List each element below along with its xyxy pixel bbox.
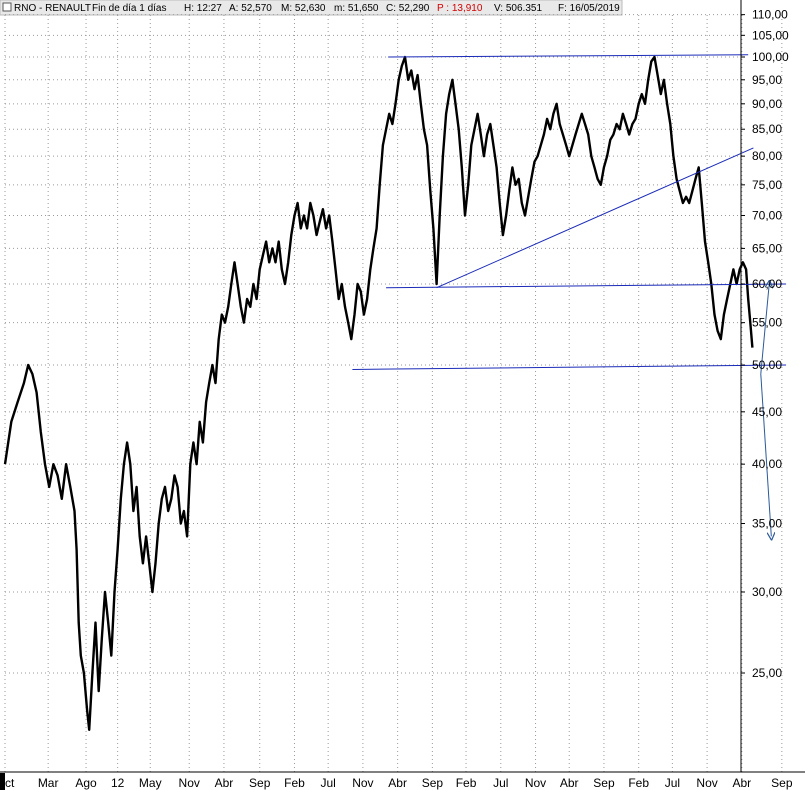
x-tick-label: 12 [111, 776, 125, 790]
neckline-trendline [386, 283, 787, 289]
x-tick-label: Jul [493, 776, 508, 790]
x-tick-label: Jul [665, 776, 680, 790]
y-tick-label: 95,00 [752, 73, 782, 87]
x-tick-label: Sep [249, 776, 271, 790]
y-tick-label: 25,00 [752, 666, 782, 680]
y-axis-labels: 110,00 105,00 100,00 95,00 90,00 85,00 80,00 75… [741, 8, 789, 680]
x-tick-label: Abr [215, 776, 234, 790]
axis-corner-marker [0, 773, 5, 790]
y-tick-label: 40,00 [752, 457, 782, 471]
target-arrow-down [760, 373, 772, 536]
y-tick-label: 50,00 [752, 358, 782, 372]
y-tick-label: 35,00 [752, 516, 782, 530]
x-tick-label: Sep [593, 776, 615, 790]
x-axis-labels: Oct Mar Ago 12 May Nov Abr Sep Feb Jul Nov Abr Sep Fe… [0, 776, 793, 790]
period-label: Fin de día 1 días [92, 3, 167, 14]
price-line [3, 55, 754, 731]
x-tick-label: Sep [422, 776, 444, 790]
y-tick-label: 100,00 [752, 50, 789, 64]
date-label: F: 16/05/2019 [558, 3, 620, 14]
high-label: M: 52,630 [281, 3, 326, 14]
annotations [352, 54, 787, 537]
hour-label: H: 12:27 [184, 3, 222, 14]
uptrend-trendline [436, 147, 754, 289]
x-tick-label: Feb [284, 776, 305, 790]
x-tick-label: Nov [525, 776, 546, 790]
y-tick-label: 75,00 [752, 178, 782, 192]
y-tick-label: 60,00 [752, 277, 782, 291]
x-tick-label: Abr [560, 776, 579, 790]
symbol-label: RNO - RENAULT [14, 3, 91, 14]
x-tick-label: Nov [179, 776, 200, 790]
y-tick-label: 110,00 [752, 8, 788, 22]
y-tick-label: 90,00 [752, 97, 782, 111]
x-tick-label: Abr [388, 776, 407, 790]
target-arrow-up [760, 284, 769, 375]
y-tick-label: 80,00 [752, 149, 782, 163]
x-tick-label: Oct [0, 776, 15, 790]
x-tick-label: Sep [771, 776, 793, 790]
x-tick-label: Mar [38, 776, 59, 790]
volume-label: V: 506.351 [494, 3, 542, 14]
x-tick-label: Nov [696, 776, 717, 790]
x-tick-label: Abr [732, 776, 751, 790]
support-trendline [352, 364, 787, 370]
y-tick-label: 65,00 [752, 241, 782, 255]
x-tick-label: Jul [320, 776, 335, 790]
open-label: A: 52,570 [229, 3, 272, 14]
close-icon[interactable] [2, 2, 12, 12]
y-tick-label: 45,00 [752, 405, 782, 419]
change-label: P : 13,910 [437, 3, 483, 14]
chart-header: RNO - RENAULT Fin de día 1 días H: 12:27… [0, 0, 623, 16]
low-label: m: 51,650 [334, 3, 379, 14]
y-tick-label: 30,00 [752, 585, 782, 599]
price-series [3, 55, 754, 731]
close-value-label: C: 52,290 [386, 3, 430, 14]
x-tick-label: Nov [352, 776, 373, 790]
y-tick-label: 85,00 [752, 122, 782, 136]
x-tick-label: Feb [628, 776, 649, 790]
x-tick-label: Feb [456, 776, 477, 790]
x-tick-label: Ago [75, 776, 97, 790]
y-tick-label: 105,00 [752, 28, 789, 42]
x-tick-label: May [139, 776, 162, 790]
resistance-trendline [388, 54, 749, 58]
y-tick-label: 70,00 [752, 208, 782, 222]
y-tick-label: 55,00 [752, 316, 782, 330]
